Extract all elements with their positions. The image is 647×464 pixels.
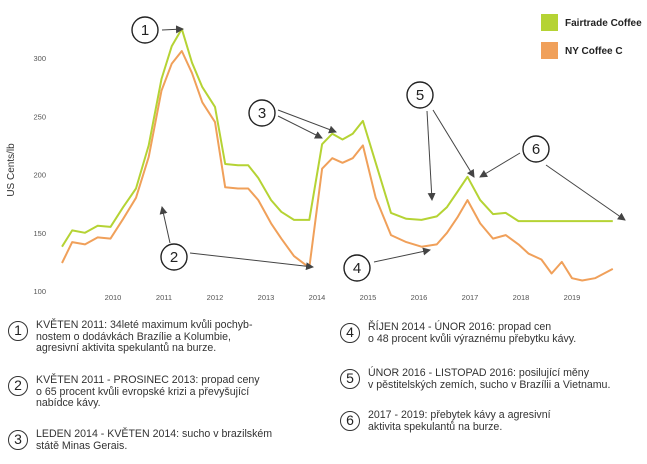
x-tick-label: 2018 [513,293,530,302]
note-badge-6: 6 [340,411,360,431]
y-axis-label: US Cents/lb [6,143,17,197]
x-tick-label: 2016 [411,293,428,302]
note-badge-3: 3 [8,430,28,450]
legend-swatch-ny [541,42,558,59]
note-badge-1: 1 [8,321,28,341]
note-text-5: ÚNOR 2016 - LISTOPAD 2016: posilující mě… [368,367,611,391]
marker-number-5: 5 [416,87,424,104]
annotation-arrow [426,110,436,201]
note-text-6: 2017 - 2019: přebytek kávy a agresivní a… [368,409,551,433]
annotation-arrow [432,109,475,178]
legend-swatch-fairtrade [541,14,558,31]
y-tick-label: 200 [33,171,46,180]
annotation-arrow [545,164,626,221]
annotation-arrows [159,25,626,271]
note-1: 1 KVĚTEN 2011: 34leté maximum kvůli pochy… [8,319,320,355]
x-tick-label: 2011 [156,293,172,302]
y-tick-label: 300 [33,54,46,63]
x-tick-label: 2015 [360,293,377,302]
marker-number-2: 2 [170,249,178,266]
note-text-2: KVĚTEN 2011 - PROSINEC 2013: propad ceny… [36,374,260,409]
annotation-markers: 1 2 3 4 5 6 [131,16,550,282]
marker-circle-1 [131,16,159,44]
note-text-4: ŘÍJEN 2014 - ÚNOR 2016: propad cen o 48 … [368,321,577,345]
marker-circle-2 [160,243,188,271]
note-4: 4 ŘÍJEN 2014 - ÚNOR 2016: propad cen o 48… [340,321,640,345]
marker-circle-6 [522,135,550,163]
annotation-arrow [189,252,314,271]
note-text-3: LEDEN 2014 - KVĚTEN 2014: sucho v brazil… [36,428,273,452]
legend: Fairtrade Coffee NY Coffee C [541,14,642,59]
series-line-ny [61,50,614,282]
annotation-arrow [159,206,171,244]
annotation-arrow [479,152,521,178]
x-tick-label: 2012 [207,293,224,302]
marker-number-1: 1 [141,22,149,39]
y-tick-label: 250 [33,112,46,121]
x-tick-label: 2013 [258,293,275,302]
x-tick-label: 2019 [564,293,581,302]
legend-label-ny: NY Coffee C [565,46,623,57]
x-tick-label: 2010 [105,293,122,302]
note-5: 5 ÚNOR 2016 - LISTOPAD 2016: posilující m… [340,367,645,391]
annotation-arrow [161,25,184,34]
note-3: 3 LEDEN 2014 - KVĚTEN 2014: sucho v brazi… [8,428,320,452]
legend-label-fairtrade: Fairtrade Coffee [565,18,642,29]
y-tick-label: 150 [33,229,46,238]
marker-number-4: 4 [353,260,361,277]
annotation-arrow [277,115,323,139]
annotation-arrow [373,247,431,263]
y-tick-label: 100 [33,287,46,296]
note-badge-4: 4 [340,323,360,343]
marker-number-3: 3 [258,105,266,122]
marker-circle-4 [343,254,371,282]
series-lines [61,27,614,282]
x-tick-label: 2017 [462,293,479,302]
marker-circle-3 [248,99,276,127]
y-ticks: 100 150 200 250 300 [33,54,46,296]
marker-circle-5 [406,81,434,109]
note-text-1: KVĚTEN 2011: 34leté maximum kvůli pochyb… [36,319,253,354]
x-tick-label: 2014 [309,293,326,302]
annotation-arrow [277,109,337,134]
price-chart: US Cents/lb 100 150 200 250 300 2010 2011 2012… [6,14,642,302]
series-line-fairtrade [61,27,613,248]
note-2: 2 KVĚTEN 2011 - PROSINEC 2013: propad cen… [8,374,320,410]
x-ticks: 2010 2011 2012 2013 2014 2015 2016 2017 2018 2019 [105,293,581,302]
note-badge-5: 5 [340,369,360,389]
note-6: 6 2017 - 2019: přebytek kávy a agresivní … [340,409,640,433]
note-badge-2: 2 [8,376,28,396]
marker-number-6: 6 [532,141,540,158]
